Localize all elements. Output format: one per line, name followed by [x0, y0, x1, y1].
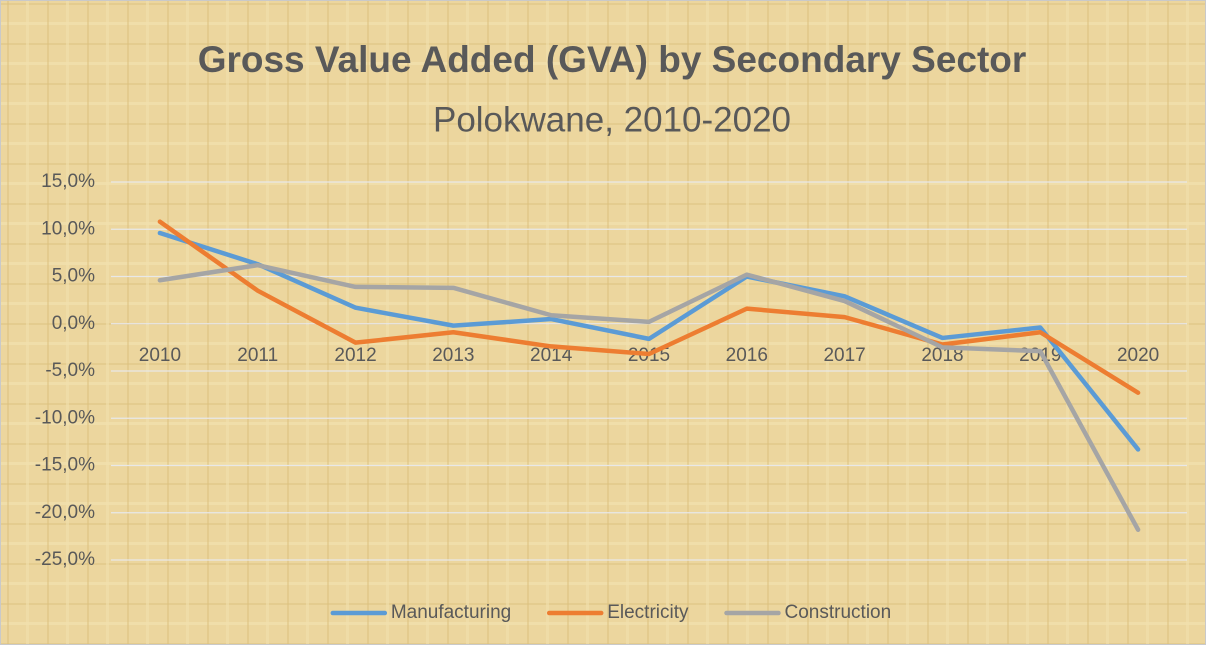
chart-subtitle: Polokwane, 2010-2020	[433, 100, 791, 139]
y-tick-label: -15,0%	[35, 455, 95, 476]
series-line	[157, 262, 1141, 533]
legend-label: Manufacturing	[391, 602, 511, 623]
x-tick-label: 2010	[139, 345, 181, 366]
x-tick-label: 2017	[823, 345, 865, 366]
x-tick-label: 2012	[334, 345, 376, 366]
y-tick-label: -10,0%	[35, 407, 95, 428]
y-tick-label: -20,0%	[35, 502, 95, 523]
y-tick-label: 0,0%	[52, 313, 95, 334]
x-tick-label: 2013	[432, 345, 474, 366]
series-line	[157, 230, 1141, 452]
y-tick-label: -25,0%	[35, 549, 95, 570]
x-tick-label: 2020	[1117, 345, 1159, 366]
y-tick-label: 15,0%	[41, 171, 95, 192]
legend-label: Construction	[785, 602, 892, 623]
y-tick-label: 5,0%	[52, 266, 95, 287]
x-tick-label: 2016	[726, 345, 768, 366]
legend-label: Electricity	[607, 602, 689, 623]
chart-title: Gross Value Added (GVA) by Secondary Sec…	[198, 39, 1027, 80]
y-tick-label: 10,0%	[41, 218, 95, 239]
y-tick-label: -5,0%	[45, 360, 95, 381]
x-tick-label: 2011	[237, 345, 278, 366]
series-line	[157, 219, 1141, 395]
x-tick-label: 2014	[530, 345, 573, 366]
